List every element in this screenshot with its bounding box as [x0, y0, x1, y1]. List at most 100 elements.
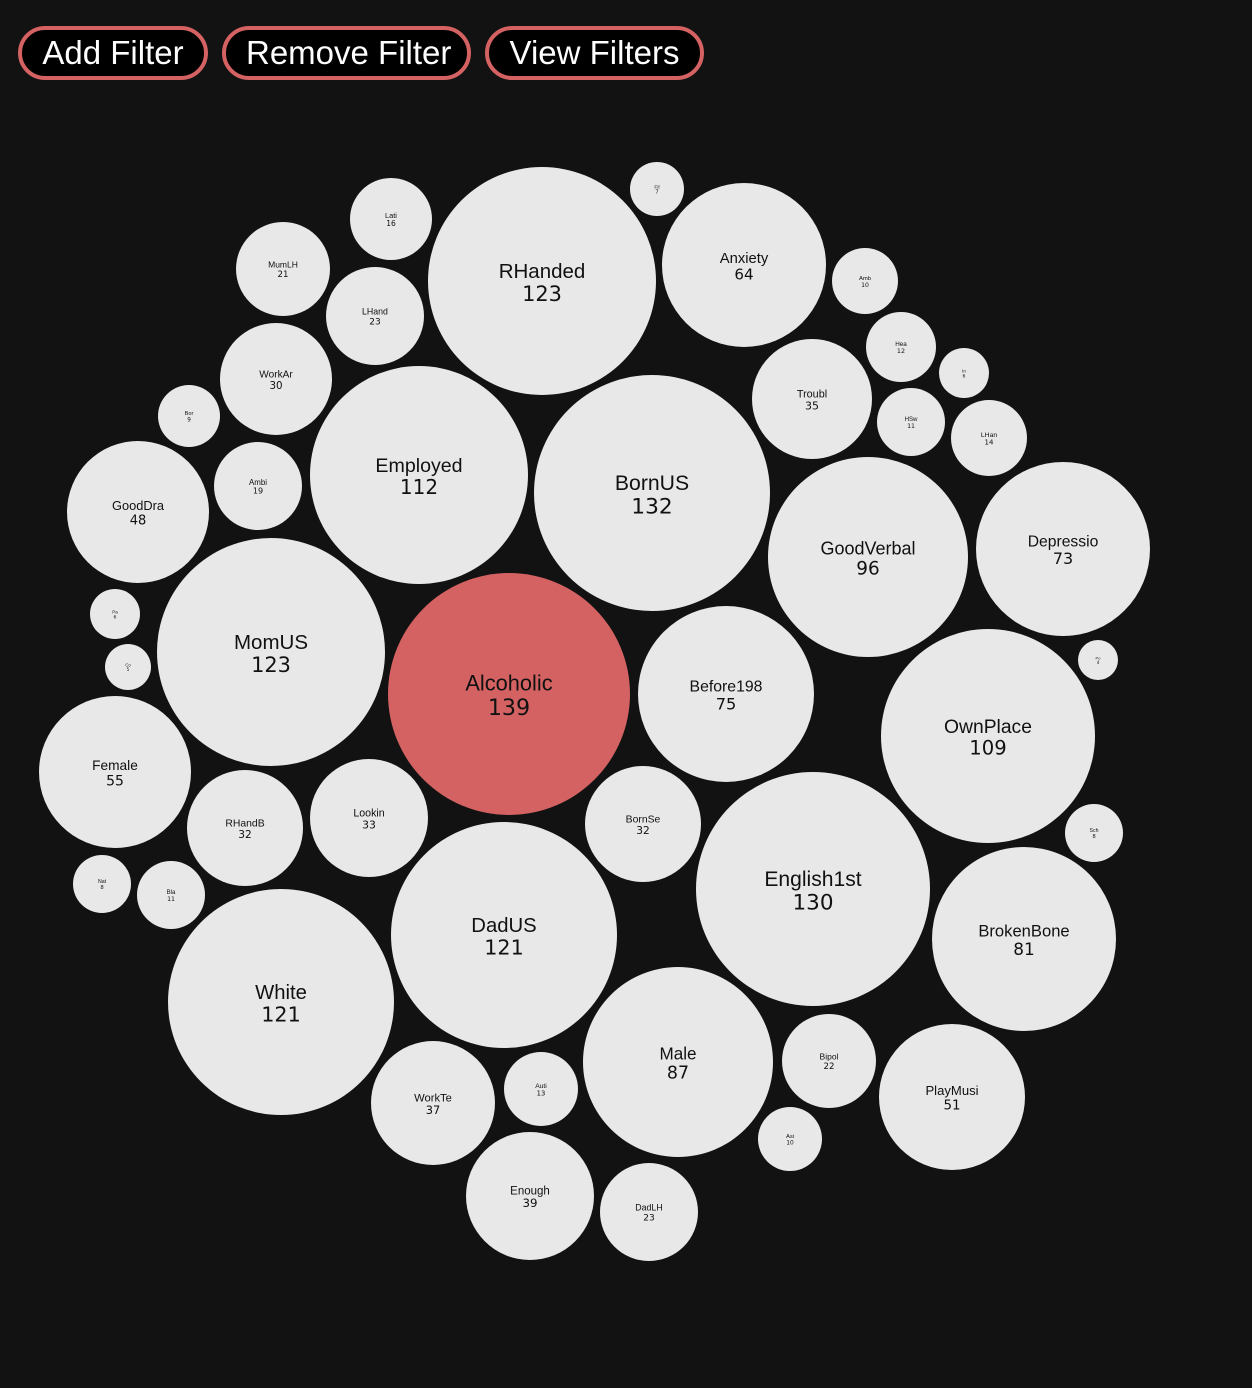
- bubble-count: 10: [786, 1141, 794, 1147]
- add-filter-button[interactable]: Add Filter: [18, 26, 208, 80]
- bubble-circle[interactable]: [932, 847, 1116, 1031]
- bubble-circle[interactable]: [832, 248, 898, 314]
- bubble-circle[interactable]: [662, 183, 826, 347]
- bubble-circle[interactable]: [326, 267, 424, 365]
- bubble-circle[interactable]: [428, 167, 656, 395]
- bubble-circle[interactable]: [466, 1132, 594, 1260]
- bubble-circle[interactable]: [214, 442, 302, 530]
- bubble-circle[interactable]: [168, 889, 394, 1115]
- view-filters-button[interactable]: View Filters: [485, 26, 704, 80]
- bubble-circle[interactable]: [388, 573, 630, 815]
- bubble-pa[interactable]: Pa6: [90, 589, 140, 639]
- bubble-circle[interactable]: [976, 462, 1150, 636]
- bubble-circle[interactable]: [105, 644, 151, 690]
- remove-filter-button[interactable]: Remove Filter: [222, 26, 471, 80]
- bubble-circle[interactable]: [768, 457, 968, 657]
- bubble-circle[interactable]: [67, 441, 209, 583]
- bubble-circle[interactable]: [881, 629, 1095, 843]
- bubble-circle[interactable]: [600, 1163, 698, 1261]
- bubble-po[interactable]: Po4: [1078, 640, 1118, 680]
- bubble-circle[interactable]: [158, 385, 220, 447]
- bubble-circle[interactable]: [696, 772, 930, 1006]
- bubble-circle[interactable]: [877, 388, 945, 456]
- bubble-count: 139: [488, 695, 530, 721]
- bubble-circle[interactable]: [638, 606, 814, 782]
- bubble-in[interactable]: In6: [939, 348, 989, 398]
- bubble-circle[interactable]: [220, 323, 332, 435]
- bubble-label: Pa: [112, 609, 118, 614]
- bubble-circle[interactable]: [879, 1024, 1025, 1170]
- bubble-circle[interactable]: [1078, 640, 1118, 680]
- bubble-circle[interactable]: [630, 162, 684, 216]
- bubble-circle[interactable]: [73, 855, 131, 913]
- bubble-circle[interactable]: [310, 366, 528, 584]
- bubble-circle[interactable]: [310, 759, 428, 877]
- bubble-circle[interactable]: [504, 1052, 578, 1126]
- bubble-circle[interactable]: [939, 348, 989, 398]
- bubble-circle[interactable]: [585, 766, 701, 882]
- bubble-count: 22: [824, 1062, 835, 1072]
- bubble-circle[interactable]: [137, 861, 205, 929]
- bubble-circle[interactable]: [39, 696, 191, 848]
- bubble-circle[interactable]: [350, 178, 432, 260]
- bubble-circle[interactable]: [157, 538, 385, 766]
- bubble-circle[interactable]: [391, 822, 617, 1048]
- bubble-circle[interactable]: [90, 589, 140, 639]
- bubble-circle[interactable]: [1065, 804, 1123, 862]
- bubble-circle[interactable]: [187, 770, 303, 886]
- bubble-count: 112: [400, 475, 438, 499]
- bubble-circle[interactable]: [534, 375, 770, 611]
- bubble-circle[interactable]: [758, 1107, 822, 1171]
- bubble-co[interactable]: Co5: [105, 644, 151, 690]
- bubble-circle[interactable]: [866, 312, 936, 382]
- bubble-circle[interactable]: [951, 400, 1027, 476]
- bubble-circle[interactable]: [236, 222, 330, 316]
- bubble-circle[interactable]: [782, 1014, 876, 1108]
- bubble-circle[interactable]: [752, 339, 872, 459]
- bubble-circle[interactable]: [371, 1041, 495, 1165]
- bubble-circle[interactable]: [583, 967, 773, 1157]
